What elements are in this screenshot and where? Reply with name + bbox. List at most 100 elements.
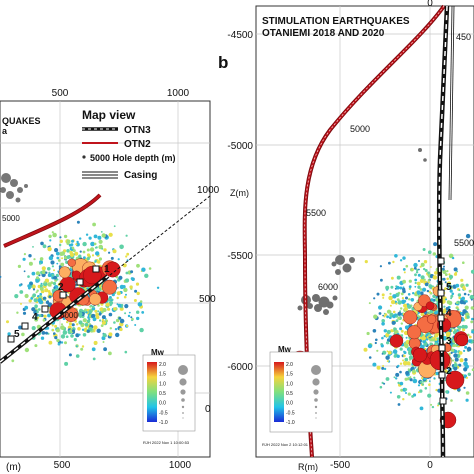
panel-a-stage-2: 2 — [58, 282, 64, 293]
panel-b: b 0 -4500 -5000 -5500 -6000 Z(m) -500 0 … — [218, 0, 474, 472]
legend-otn2-label: OTN2 — [124, 139, 151, 150]
event-marker — [75, 333, 80, 338]
event-marker — [130, 270, 134, 274]
event-marker — [40, 241, 44, 246]
event-marker — [55, 328, 60, 333]
event-marker — [90, 241, 95, 247]
panel-a-stage-4: 4 — [32, 312, 38, 323]
event-marker — [66, 249, 70, 253]
event-marker — [42, 244, 47, 249]
event-marker — [124, 304, 129, 309]
event-marker — [82, 333, 87, 337]
event-marker — [381, 319, 386, 323]
panel-a-bottom-tick-500: 500 — [54, 460, 71, 471]
event-marker-large — [445, 370, 465, 390]
event-marker — [61, 257, 64, 260]
panel-b-letter: b — [218, 53, 228, 72]
event-marker-large — [102, 279, 117, 295]
event-marker — [47, 267, 51, 271]
event-marker — [454, 344, 458, 347]
event-marker — [391, 276, 394, 280]
panel-a-grey-events — [0, 173, 28, 203]
event-marker — [402, 360, 408, 366]
event-marker-large — [89, 293, 102, 306]
event-marker — [54, 336, 58, 340]
event-marker — [462, 328, 466, 332]
panel-a-top-tick-500: 500 — [52, 88, 69, 99]
event-marker — [76, 220, 80, 224]
event-marker — [467, 349, 470, 352]
event-marker — [85, 311, 88, 314]
event-marker — [453, 353, 458, 358]
event-marker — [394, 254, 398, 258]
event-marker — [450, 294, 454, 298]
panel_b-mw-tick-label: -0.5 — [286, 410, 295, 416]
event-marker — [108, 351, 112, 356]
event-marker — [29, 282, 33, 286]
event-marker — [397, 311, 402, 316]
event-marker — [122, 263, 127, 268]
event-marker — [413, 262, 418, 268]
legend-hole-depth-dot — [82, 155, 86, 159]
event-marker — [62, 330, 68, 335]
event-marker — [44, 299, 47, 302]
event-marker — [45, 271, 48, 274]
event-marker — [420, 312, 425, 317]
event-marker — [68, 322, 72, 326]
event-marker — [115, 332, 120, 338]
panel-a-bottom-tick-1000: 1000 — [169, 460, 192, 471]
event-marker — [108, 332, 113, 337]
event-marker — [32, 246, 34, 248]
event-marker — [428, 250, 432, 254]
event-marker — [435, 371, 439, 376]
event-marker — [33, 298, 38, 303]
event-marker — [101, 318, 105, 322]
event-marker — [392, 260, 395, 264]
event-marker — [420, 380, 423, 384]
event-marker — [35, 279, 40, 283]
event-marker — [463, 367, 468, 372]
event-marker — [461, 313, 465, 317]
event-marker — [82, 241, 87, 247]
event-marker — [411, 395, 414, 398]
event-marker — [94, 261, 96, 263]
panel-a-depth-6000: 6000 — [60, 311, 78, 320]
panel_a-mw-tick-label: -0.5 — [159, 410, 168, 416]
legend-hole-depth-label: 5000 Hole depth (m) — [90, 153, 176, 163]
event-marker — [47, 313, 51, 318]
event-marker — [462, 261, 465, 265]
event-marker — [56, 338, 60, 343]
event-marker — [117, 303, 122, 308]
event-marker — [378, 312, 382, 315]
event-marker — [118, 316, 122, 320]
event-marker — [68, 243, 72, 247]
event-marker — [447, 367, 453, 372]
event-marker — [453, 267, 458, 272]
event-marker — [54, 248, 59, 253]
event-marker — [47, 273, 52, 278]
event-marker — [415, 271, 419, 274]
event-marker — [445, 390, 449, 394]
event-marker — [405, 336, 408, 339]
event-marker — [403, 299, 407, 303]
event-marker — [98, 257, 102, 261]
event-marker — [42, 296, 47, 301]
event-marker — [31, 284, 36, 289]
event-marker — [56, 256, 60, 260]
event-marker — [400, 388, 404, 392]
event-marker — [402, 279, 406, 284]
event-marker — [31, 307, 36, 312]
event-marker — [101, 320, 106, 325]
event-marker — [457, 308, 460, 311]
event-marker — [125, 278, 130, 283]
event-marker-large — [425, 301, 435, 311]
event-marker — [471, 330, 474, 334]
event-marker — [53, 269, 55, 272]
event-marker — [406, 377, 410, 381]
event-marker — [35, 291, 38, 294]
event-marker — [63, 234, 68, 239]
event-marker — [52, 281, 57, 286]
event-marker — [454, 357, 459, 362]
event-marker — [385, 285, 390, 290]
event-marker — [99, 319, 102, 322]
